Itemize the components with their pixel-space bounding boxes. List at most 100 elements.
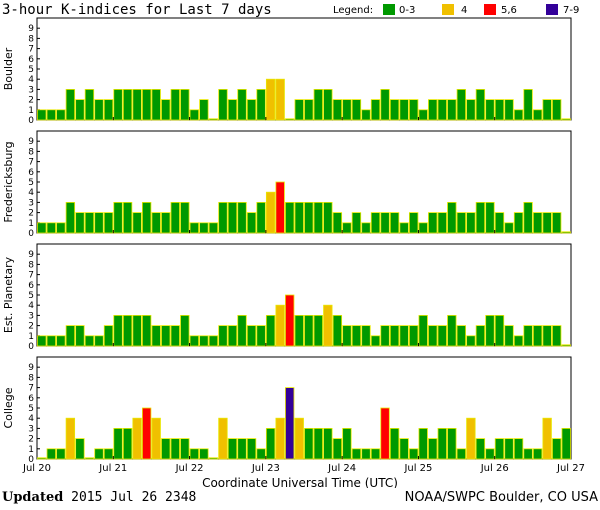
k-index-bar <box>304 99 314 121</box>
k-index-bar <box>265 191 276 234</box>
k-index-bar <box>227 201 238 234</box>
y-tick-label: 9 <box>28 137 34 147</box>
k-index-bar <box>75 212 85 234</box>
k-index-bar <box>418 427 428 460</box>
k-index-bar <box>504 325 514 347</box>
legend-swatch-5-6 <box>484 4 496 15</box>
k-index-bar <box>418 314 428 347</box>
k-index-bar <box>37 457 47 460</box>
k-index-bar <box>161 438 171 460</box>
k-index-bar <box>84 89 95 121</box>
k-index-bar <box>513 335 524 347</box>
k-index-bar <box>313 89 323 121</box>
k-index-bar <box>342 99 352 121</box>
k-index-bar <box>237 314 247 347</box>
k-index-bar <box>113 427 123 460</box>
k-index-bar <box>246 212 257 234</box>
k-index-bar <box>256 325 266 347</box>
k-index-bar <box>56 222 66 234</box>
y-tick-label: 0 <box>28 229 34 239</box>
station-label: College <box>2 387 15 428</box>
k-index-bar <box>485 448 495 460</box>
y-tick-label: 6 <box>28 55 34 65</box>
k-index-bar <box>122 314 133 347</box>
y-tick-label: 5 <box>28 404 34 414</box>
k-index-bar <box>542 99 552 121</box>
k-index-bar <box>494 314 505 347</box>
k-index-bar <box>485 99 495 121</box>
y-tick-label: 0 <box>28 455 34 465</box>
k-index-bar <box>504 222 514 234</box>
x-tick-label: Jul 24 <box>327 463 356 474</box>
k-index-bar <box>65 417 76 460</box>
y-tick-label: 6 <box>28 394 34 404</box>
k-index-bar <box>313 427 323 460</box>
k-index-bar <box>122 201 133 234</box>
k-index-bar <box>294 201 304 234</box>
k-index-bar <box>389 212 400 234</box>
k-index-bar <box>447 427 457 460</box>
k-index-bar <box>122 427 133 460</box>
k-index-bar <box>94 212 104 234</box>
k-index-bar <box>504 99 514 121</box>
y-tick-label: 5 <box>28 65 34 75</box>
k-index-bar <box>141 89 152 121</box>
k-index-bar <box>180 89 190 121</box>
y-tick-label: 9 <box>28 363 34 373</box>
k-index-bar <box>170 89 180 121</box>
k-index-bar <box>189 448 200 460</box>
k-index-bar <box>437 427 447 460</box>
y-tick-label: 4 <box>28 414 34 424</box>
k-index-bar <box>46 222 56 234</box>
y-tick-label: 2 <box>28 209 34 219</box>
y-tick-label: 4 <box>28 75 34 85</box>
k-index-bar <box>275 304 285 347</box>
k-index-bar <box>208 457 219 460</box>
k-index-bar <box>237 201 247 234</box>
k-index-bar <box>361 325 371 347</box>
k-index-bar <box>494 438 505 460</box>
k-index-bar <box>542 325 552 347</box>
k-index-bar <box>199 335 209 347</box>
legend-swatch-4 <box>442 4 454 15</box>
y-tick-label: 6 <box>28 281 34 291</box>
k-index-bar <box>380 407 390 460</box>
k-index-bar <box>399 99 409 121</box>
y-tick-label: 0 <box>28 342 34 352</box>
k-index-bar <box>342 222 352 234</box>
k-index-bar <box>227 325 238 347</box>
k-index-bar <box>199 448 209 460</box>
k-index-bar <box>408 212 419 234</box>
k-index-bar <box>552 325 562 347</box>
k-index-bar <box>552 99 562 121</box>
k-index-bar <box>103 212 114 234</box>
k-index-bar <box>208 222 219 234</box>
k-index-bar <box>304 427 314 460</box>
k-index-bar <box>323 304 333 347</box>
k-index-bar <box>170 201 180 234</box>
x-tick-label: Jul 23 <box>251 463 280 474</box>
k-index-bar <box>56 335 66 347</box>
k-index-bar <box>447 314 457 347</box>
legend: Legend: 0-3 4 5,6 7-9 <box>333 4 579 16</box>
k-index-bar <box>103 325 114 347</box>
k-index-bar <box>304 314 314 347</box>
k-index-bar <box>189 335 200 347</box>
k-index-bar <box>408 325 419 347</box>
y-tick-label: 2 <box>28 435 34 445</box>
k-index-bar <box>437 212 447 234</box>
k-index-bar <box>399 325 409 347</box>
k-index-bar <box>256 448 266 460</box>
k-index-bar <box>46 448 56 460</box>
k-index-bar <box>103 448 114 460</box>
k-index-bar <box>323 427 333 460</box>
k-index-bar <box>294 99 304 121</box>
y-tick-label: 6 <box>28 168 34 178</box>
k-index-bar <box>485 201 495 234</box>
y-tick-label: 1 <box>28 445 34 455</box>
k-index-bar <box>170 325 180 347</box>
k-index-bar <box>370 212 381 234</box>
k-index-bar <box>389 427 400 460</box>
k-index-bar <box>94 99 104 121</box>
y-tick-label: 4 <box>28 188 34 198</box>
